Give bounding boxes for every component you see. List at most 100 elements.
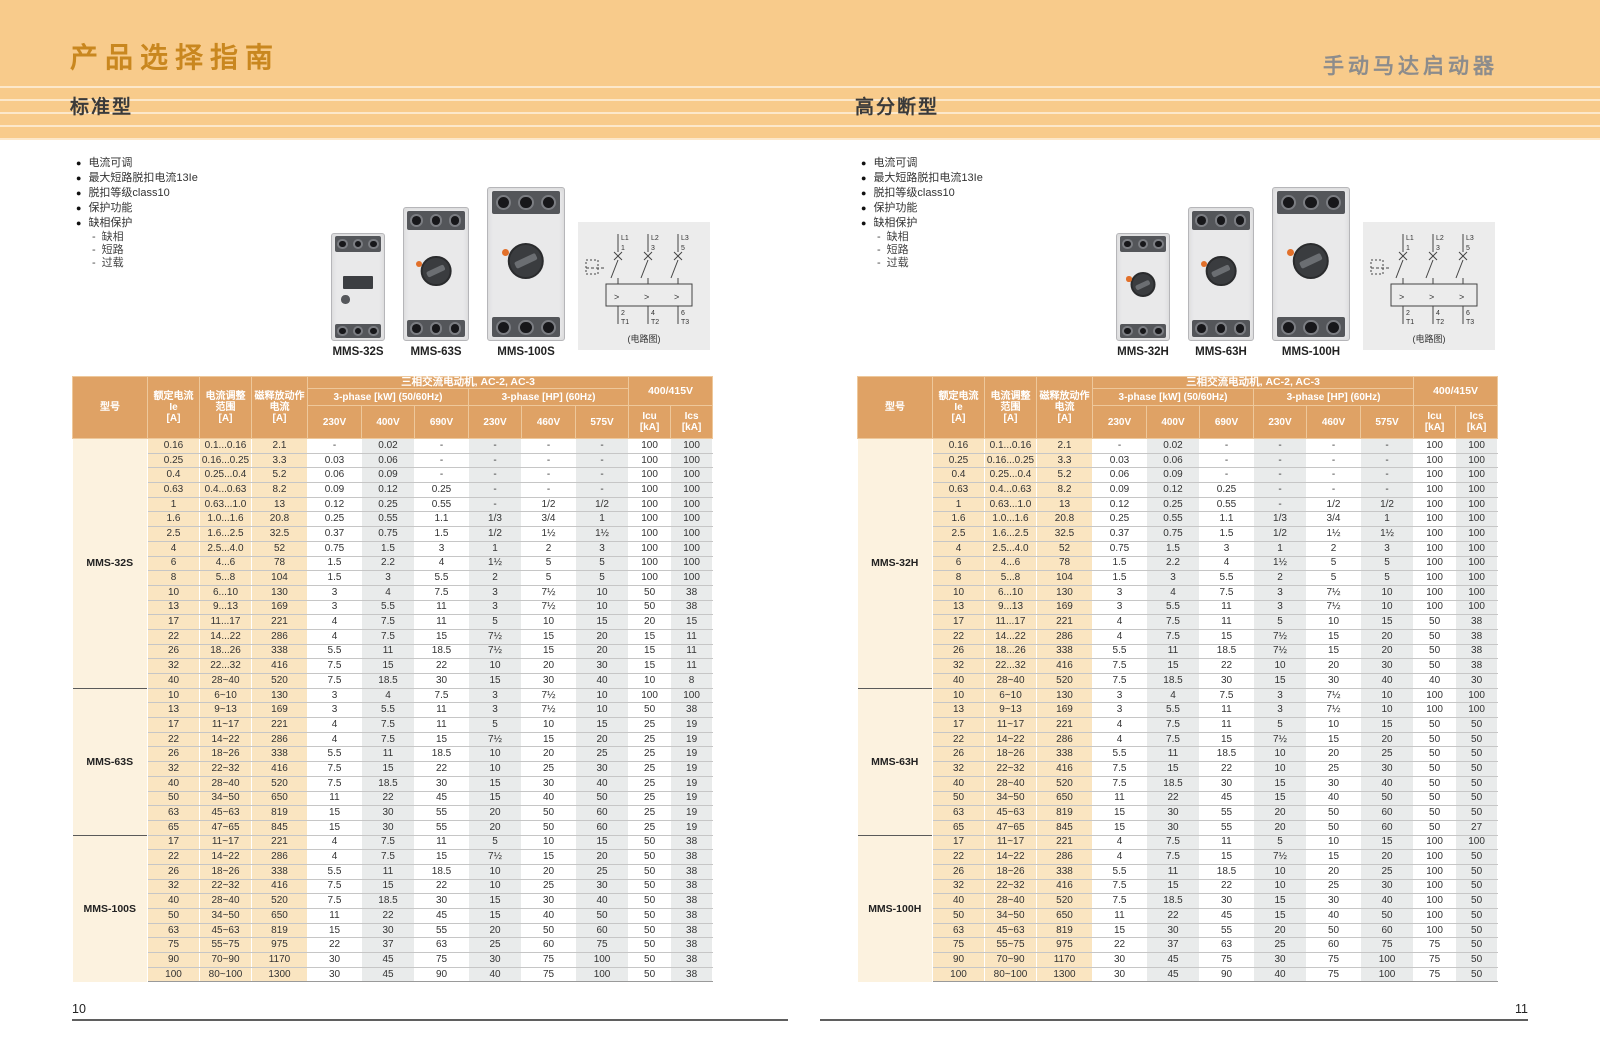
table-cell: 4 [1092,849,1147,865]
table-cell: - [1306,482,1361,498]
table-cell: 286 [1036,849,1093,865]
table-cell: 338 [251,746,308,763]
feature-item: ● 缺相保护 [861,216,1131,231]
table-cell: 19 [670,732,714,748]
table-cell: 2 [1306,541,1361,557]
table-cell: 0.55 [361,511,415,528]
table-row: 32 22~32 416 7.5 15 22 10 25 30 100 50 [858,879,1499,895]
table-cell: 1.6...2.5 [199,526,252,542]
feature-text: 电流可调 [873,157,918,169]
table-cell: 30 [468,952,522,968]
table-cell: 0.75 [1146,526,1200,542]
feature-item: ● 保护功能 [861,201,1131,216]
table-cell: 10 [468,658,522,674]
table-cell: 100 [575,952,630,968]
table-cell: 5 [1253,834,1307,851]
table-cell: 40 [1360,776,1415,792]
table-row: 63 45~63 819 15 30 55 20 50 60 50 38 [73,923,714,939]
product-mms-32: MMS-32S [331,233,385,358]
table-cell: 100 [1413,585,1457,601]
table-cell: 50 [628,864,672,880]
product-mms-63: MMS-63H [1188,207,1254,358]
table-row: 0.25 0.16...0.25 3.3 0.03 0.06- - - -100 100 [858,453,1499,469]
table-cell: 7.5 [1146,834,1200,851]
table-cell: 6 [147,556,200,572]
table-cell: 15 [468,893,522,909]
bullet-icon: ● [76,173,82,183]
table-cell: 50 [628,879,672,895]
table-cell: 11 [414,600,469,616]
table-cell: 50 [628,952,672,968]
table-cell: 22 [1146,908,1200,924]
table-cell: 19 [670,761,714,777]
hp-group-header: 3-phase [HP] (60Hz) [467,388,630,406]
table-cell: 1/2 [521,497,576,513]
rated-current-header: 额定电流 Ie [A] [147,376,200,439]
table-cell: 20 [468,805,522,821]
table-cell: 5.5 [307,644,362,660]
table-cell: 60 [521,937,576,954]
table-cell: 7.5 [307,893,362,909]
table-cell: 650 [1036,908,1093,924]
table-cell: 50 [575,791,630,807]
table-cell: 15 [1146,879,1200,895]
table-cell: 3 [414,541,469,557]
product-label: MMS-63S [410,346,462,358]
table-cell: 4 [932,541,985,557]
table-cell: 30 [1306,673,1361,689]
table-cell: 0.4 [147,467,200,484]
table-cell: 100 [1455,438,1499,454]
table-cell: 11...17 [984,614,1037,630]
table-cell: 1½ [1253,556,1307,572]
table-cell: - [1253,438,1307,454]
feature-item: ● 电流可调 [76,156,346,171]
table-cell: 1½ [1306,526,1361,542]
table-row: 26 18~26 338 5.5 11 18.5 10 20 25 25 19 [73,746,714,763]
table-cell: 7.5 [1146,614,1200,630]
dash-icon: - [92,231,96,243]
table-cell: 2.1 [1036,438,1093,454]
table-cell: 65 [932,820,985,836]
terminal-label: T3 [681,319,689,326]
table-cell: 18.5 [361,673,415,689]
voltage-header: 400V [361,405,415,439]
table-cell: 130 [1036,585,1093,601]
voltage-header: 230V [307,405,362,439]
table-cell: 60 [575,820,630,836]
table-cell: 1/2 [1253,526,1307,542]
table-cell: - [521,467,576,484]
table-cell: 6~10 [199,687,252,704]
ics-header: Ics [kA] [670,405,714,439]
voltage-header: 230V [1092,405,1147,439]
table-cell: 15 [575,834,630,851]
table-cell: 50 [628,967,672,983]
table-cell: - [575,453,630,469]
table-cell: 10 [1306,717,1361,733]
table-cell: 100 [1455,687,1499,704]
table-row: 10 6...10 130 3 4 7.5 3 7½ 10 100 100 [858,585,1499,601]
pole-number: 2 [1406,310,1410,317]
table-cell: 20 [575,849,630,865]
product-photos: MMS-32H MMS-63H MMS-100H [1116,180,1352,358]
table-cell: 7½ [521,702,576,719]
table-row: 40 28~40 520 7.5 18.5 30 15 30 40 50 50 [858,776,1499,792]
table-cell: 100 [670,526,714,542]
table-cell: 1/2 [575,497,630,513]
table-cell: 40 [521,791,576,807]
table-cell: 15 [575,614,630,630]
table-cell: 26 [932,746,985,763]
feature-subitem: - 缺相 [76,231,346,244]
table-cell: 10 [521,717,576,733]
table-cell: 10 [575,702,630,719]
table-cell: 10 [1253,746,1307,763]
table-cell: 15 [1253,908,1307,924]
table-cell: 15 [307,820,362,836]
table-cell: 2.1 [251,438,308,454]
table-cell: 0.16...0.25 [984,453,1037,469]
voltage-header: 400V [1146,405,1200,439]
table-cell: 11 [361,644,415,660]
table-row: MMS-32S 0.16 0.1...0.16 2.1-0.02- - - -100 100 [72,438,714,689]
table-cell: 10 [468,864,522,880]
table-cell: 32 [147,761,200,777]
table-cell: 5.5 [1092,746,1147,763]
